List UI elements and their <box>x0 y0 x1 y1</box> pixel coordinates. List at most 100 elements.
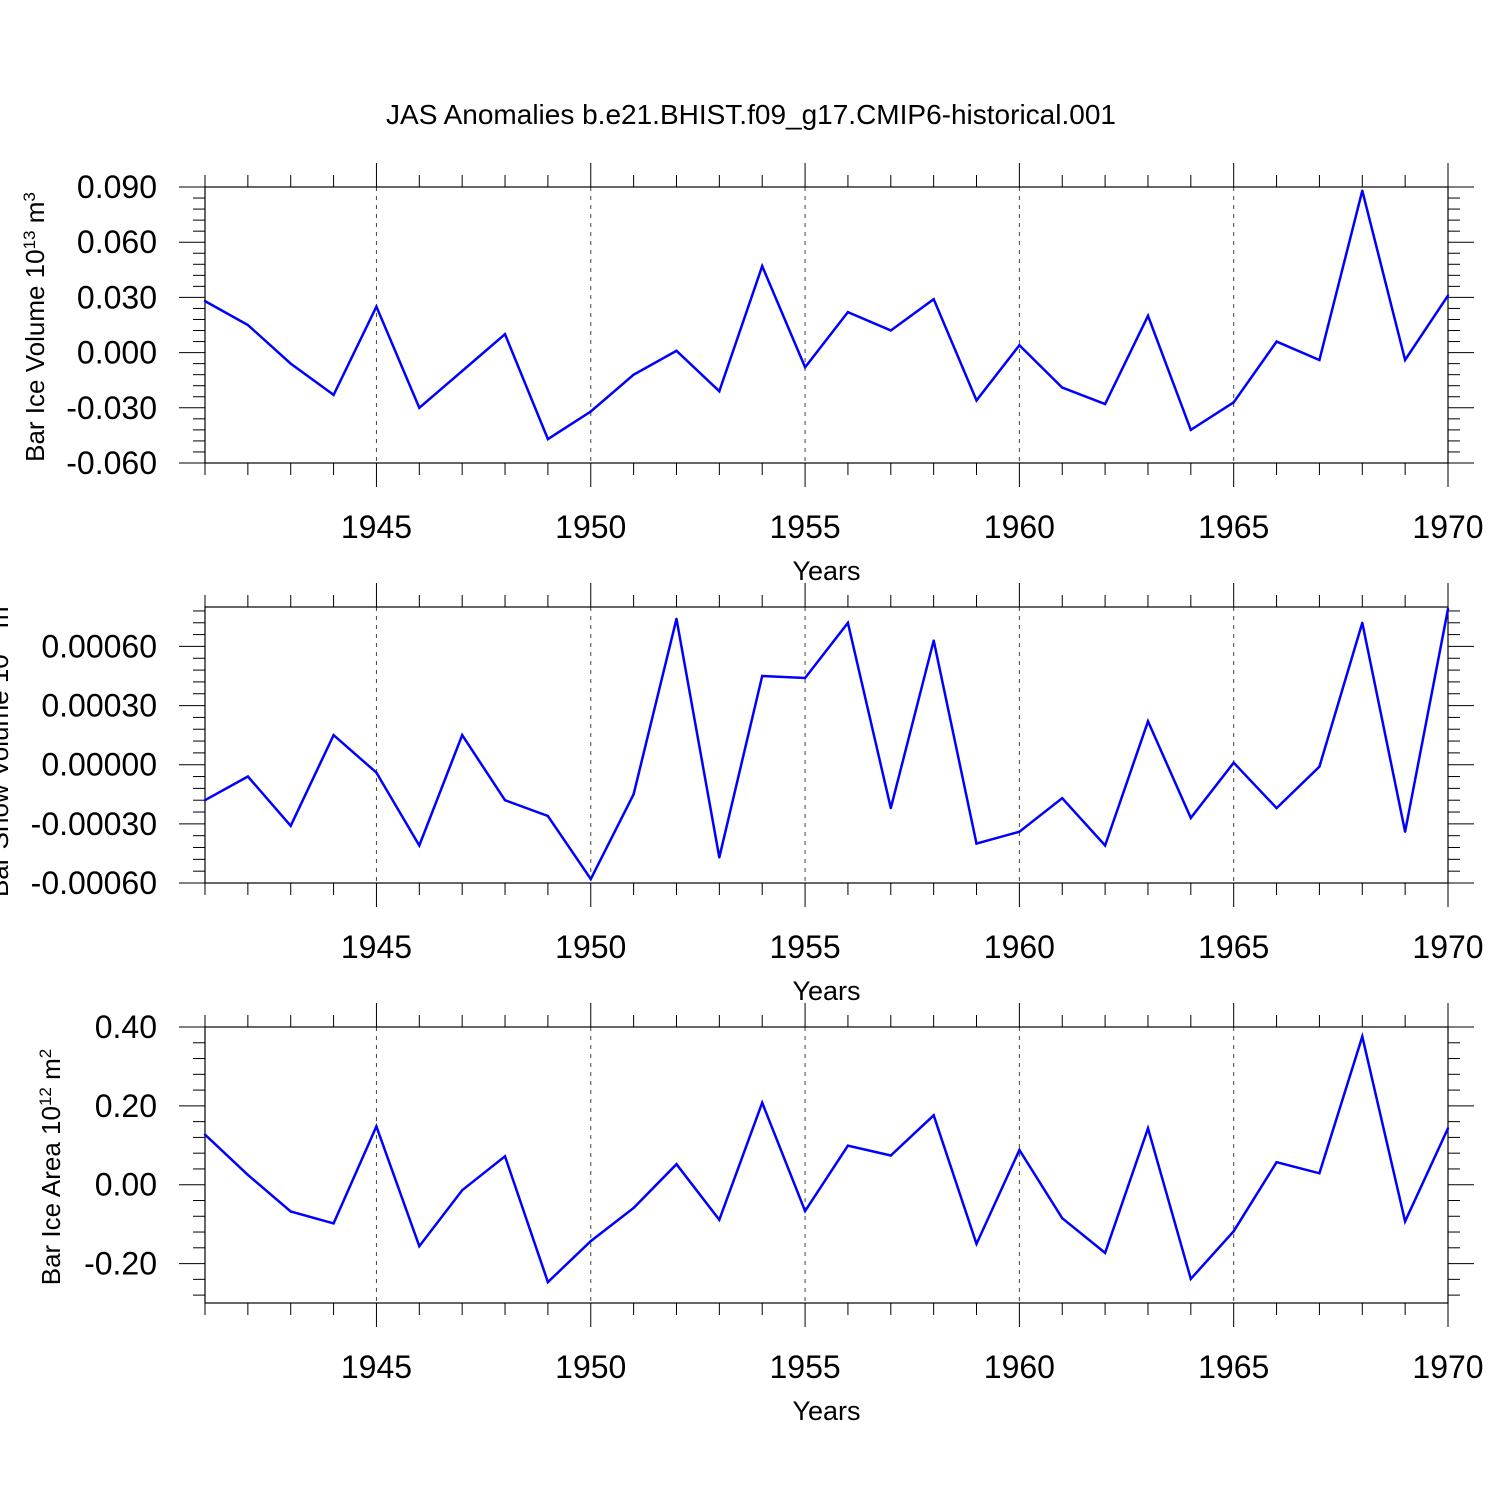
data-point <box>1146 1127 1150 1130</box>
x-tick-label: 1965 <box>1198 509 1269 545</box>
data-point <box>503 1155 507 1158</box>
data-point <box>632 1206 635 1210</box>
x-tick-label: 1955 <box>769 509 840 545</box>
x-axis-label: Years <box>792 1396 860 1426</box>
data-point <box>289 824 292 828</box>
data-point <box>1189 1277 1193 1281</box>
panel-1: 0.090 0.060 0.030 0.000 -0.030 -0.060 1945 1950… <box>20 163 1484 586</box>
data-point <box>1146 720 1150 723</box>
data-point <box>1446 1127 1450 1130</box>
panel-3: 0.40 0.20 0.00 -0.20 1945 1950 1955 1960 1965 197… <box>36 1003 1484 1426</box>
data-point <box>1189 816 1193 820</box>
x-tick-label: 1965 <box>1198 1349 1269 1385</box>
y-tick-label: 0.060 <box>77 224 157 260</box>
data-point <box>1275 340 1278 343</box>
data-point <box>675 1163 678 1166</box>
x-tick-label: 1970 <box>1412 1349 1483 1385</box>
data-point <box>803 1209 807 1213</box>
x-tick-label: 1960 <box>984 1349 1055 1385</box>
y-tick-label: -0.20 <box>84 1246 157 1282</box>
data-point <box>589 877 592 881</box>
data-point <box>546 814 550 818</box>
data-point <box>589 410 592 413</box>
data-point <box>1061 1217 1064 1220</box>
data-point <box>932 298 935 301</box>
data-point <box>1318 765 1321 768</box>
y-tick-label: -0.060 <box>66 445 157 481</box>
y-tick-label: 0.40 <box>95 1009 157 1045</box>
data-point <box>1446 607 1450 611</box>
y-tick-label: 0.030 <box>77 279 157 315</box>
data-point <box>761 264 764 268</box>
data-point <box>246 775 250 778</box>
x-axis-label: Years <box>792 976 860 1006</box>
x-tick-label: 1960 <box>984 509 1055 545</box>
data-point <box>632 793 635 796</box>
data-point <box>1361 1035 1364 1038</box>
data-point <box>1403 358 1407 362</box>
data-point <box>803 366 807 369</box>
data-point <box>546 1280 550 1284</box>
x-tick-label: 1965 <box>1198 929 1269 965</box>
data-point <box>1018 830 1021 833</box>
data-point <box>332 1222 335 1225</box>
data-point <box>932 1114 935 1117</box>
y-tick-label: 0.00030 <box>41 688 157 724</box>
data-point <box>1446 294 1450 297</box>
data-point <box>1103 844 1107 847</box>
data-point <box>289 1210 292 1213</box>
data-point <box>332 733 335 737</box>
data-point <box>503 333 507 336</box>
y-tick-label: -0.030 <box>66 390 157 426</box>
data-point <box>932 639 935 642</box>
y-axis-label: Bar Ice Area 1012 m2 <box>36 1049 67 1286</box>
data-point <box>889 329 892 332</box>
data-point <box>846 621 850 624</box>
data-point <box>975 399 978 402</box>
data-point <box>846 1144 850 1147</box>
data-point <box>1318 1172 1321 1175</box>
data-point <box>1318 358 1321 362</box>
x-tick-label: 1960 <box>984 929 1055 965</box>
data-point <box>675 617 678 621</box>
data-point <box>803 676 807 680</box>
data-point <box>1189 428 1193 432</box>
data-point <box>289 362 292 365</box>
y-axis-label: Bar Ice Volume 1013 m3 <box>20 192 51 462</box>
data-point <box>375 305 378 308</box>
x-tick-label: 1970 <box>1412 929 1483 965</box>
plot-frame <box>204 186 1449 464</box>
x-tick-label: 1950 <box>555 1349 626 1385</box>
data-point <box>889 806 892 810</box>
y-tick-label: 0.000 <box>77 335 157 371</box>
data-point <box>203 799 207 802</box>
data-point <box>1232 401 1235 404</box>
data-point <box>418 844 421 847</box>
data-point <box>718 390 721 393</box>
x-axis-label: Years <box>792 556 860 586</box>
series-line <box>204 1031 1450 1285</box>
plot-frame <box>204 1026 1449 1304</box>
x-tick-label: 1970 <box>1412 509 1483 545</box>
data-point <box>460 1189 464 1192</box>
data-point <box>460 369 464 373</box>
data-point <box>546 437 550 441</box>
data-point <box>246 1173 250 1177</box>
data-point <box>332 393 335 397</box>
data-point <box>1061 386 1064 389</box>
data-point <box>203 1133 207 1136</box>
data-point <box>1361 189 1364 192</box>
y-tick-label: -0.00030 <box>31 806 157 842</box>
data-point <box>1146 314 1150 317</box>
data-point <box>503 799 507 802</box>
data-point <box>975 1242 978 1246</box>
data-point <box>1061 797 1064 800</box>
data-point <box>761 674 764 678</box>
y-tick-label: 0.00060 <box>41 628 157 664</box>
data-point <box>246 323 250 327</box>
data-point <box>418 1245 421 1248</box>
panel-2: 0.00060 0.00030 0.00000 -0.00030 -0.00060 194… <box>0 583 1484 1006</box>
y-tick-label: 0.20 <box>95 1088 157 1124</box>
